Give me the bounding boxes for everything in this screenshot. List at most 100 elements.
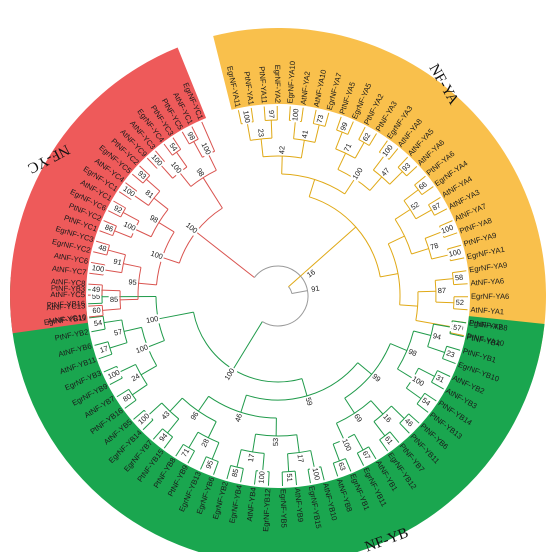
bootstrap-box	[443, 348, 457, 361]
leaf-label: AtNF-YA2	[299, 71, 312, 106]
bootstrap-box	[369, 371, 384, 386]
bootstrap-box	[198, 140, 214, 158]
bootstrap-value: 69	[352, 412, 364, 424]
branch-segment	[138, 282, 157, 286]
branch-segment	[158, 222, 175, 233]
branch-segment	[378, 140, 388, 153]
branch-segment	[102, 308, 121, 311]
bootstrap-value: 100	[257, 471, 267, 484]
bootstrap-label: 87	[436, 286, 448, 296]
bootstrap-label: 94	[156, 430, 171, 445]
bootstrap-label: 63	[335, 459, 348, 474]
branch-segment	[294, 471, 298, 486]
bootstrap-value: 41	[300, 129, 310, 139]
bootstrap-label: 100	[148, 249, 166, 263]
bootstrap-label: 54	[166, 140, 180, 155]
branch-arc	[161, 402, 180, 420]
branch-segment	[406, 387, 422, 400]
branch-segment	[380, 273, 399, 278]
bootstrap-label: 85	[230, 466, 242, 480]
bootstrap-box	[246, 451, 258, 464]
bootstrap-label: 98	[405, 346, 420, 360]
branch-arc	[150, 209, 169, 237]
branch-segment	[357, 362, 372, 375]
bootstrap-label: 60	[90, 306, 103, 316]
bootstrap-label: 54	[92, 318, 105, 329]
bootstrap-box	[120, 183, 138, 200]
branch-segment	[293, 120, 296, 139]
branch-arc	[379, 431, 391, 441]
branch-segment	[431, 254, 450, 260]
branch-segment	[433, 323, 452, 328]
branch-arc	[358, 139, 370, 146]
bootstrap-value: 60	[92, 306, 101, 316]
bootstrap-label: 100	[257, 469, 268, 486]
bootstrap-label: 98	[193, 165, 207, 180]
bootstrap-box	[90, 285, 102, 295]
bootstrap-label: 23	[443, 348, 457, 361]
branch-segment	[262, 453, 265, 472]
bootstrap-box	[182, 219, 201, 237]
bootstrap-value: 46	[233, 412, 244, 423]
branch-segment	[415, 209, 432, 220]
bootstrap-value: 48	[97, 243, 107, 254]
bootstrap-label: 100	[89, 263, 107, 275]
bootstrap-label: 100	[409, 373, 427, 390]
branch-segment	[123, 263, 142, 268]
branch-segment	[160, 164, 174, 179]
branch-segment	[114, 230, 132, 238]
bootstrap-label: 58	[453, 273, 465, 284]
branch-segment	[358, 126, 366, 140]
bootstrap-box	[92, 318, 105, 329]
branch-segment	[153, 197, 169, 210]
branch-segment	[421, 186, 434, 196]
bootstrap-label: 100	[438, 222, 457, 237]
branch-segment	[450, 257, 465, 262]
bootstrap-box	[233, 411, 246, 425]
branch-segment	[335, 423, 345, 440]
bootstrap-box	[184, 129, 198, 144]
bootstrap-value: 100	[150, 152, 165, 167]
leaf-label: AtNF-YB4	[245, 487, 258, 522]
branch-arc	[428, 204, 435, 216]
bootstrap-box	[102, 222, 116, 235]
branch-segment	[122, 211, 140, 222]
bootstrap-label: 51	[284, 472, 294, 484]
bootstrap-box	[255, 127, 266, 139]
bootstrap-value: 92	[112, 203, 124, 215]
branch-segment	[240, 394, 247, 413]
bootstrap-label: 99	[338, 119, 351, 134]
bootstrap-value: 100	[290, 108, 300, 121]
bootstrap-value: 42	[277, 146, 286, 155]
branch-segment	[152, 428, 163, 440]
leaf-label: EgrNF-YA10	[285, 61, 297, 104]
branch-segment	[94, 341, 109, 346]
branch-arc	[397, 166, 408, 177]
bootstrap-label: 100	[240, 108, 252, 125]
bootstrap-value: 67	[361, 449, 373, 461]
bootstrap-box	[409, 373, 427, 390]
branch-segment	[197, 396, 210, 412]
bootstrap-value: 94	[432, 331, 442, 342]
branch-segment	[263, 106, 266, 121]
bootstrap-box	[416, 179, 431, 193]
branch-arc	[442, 346, 448, 359]
leaf-label: AtNF-YC5	[50, 290, 85, 299]
branch-segment	[89, 315, 104, 319]
branch-segment	[260, 138, 264, 157]
bootstrap-box	[335, 459, 348, 474]
bootstrap-label: 100	[144, 314, 161, 326]
branch-segment	[368, 446, 377, 460]
bootstrap-box	[454, 298, 466, 308]
bootstrap-box	[188, 409, 202, 424]
branch-segment	[201, 121, 216, 152]
branch-segment	[413, 330, 432, 336]
branch-segment	[452, 270, 467, 274]
branch-arc	[190, 169, 217, 187]
branch-segment	[408, 413, 420, 424]
bootstrap-box	[408, 199, 423, 213]
bootstrap-box	[193, 165, 207, 180]
branch-segment	[442, 358, 456, 365]
bootstrap-box	[111, 327, 125, 339]
